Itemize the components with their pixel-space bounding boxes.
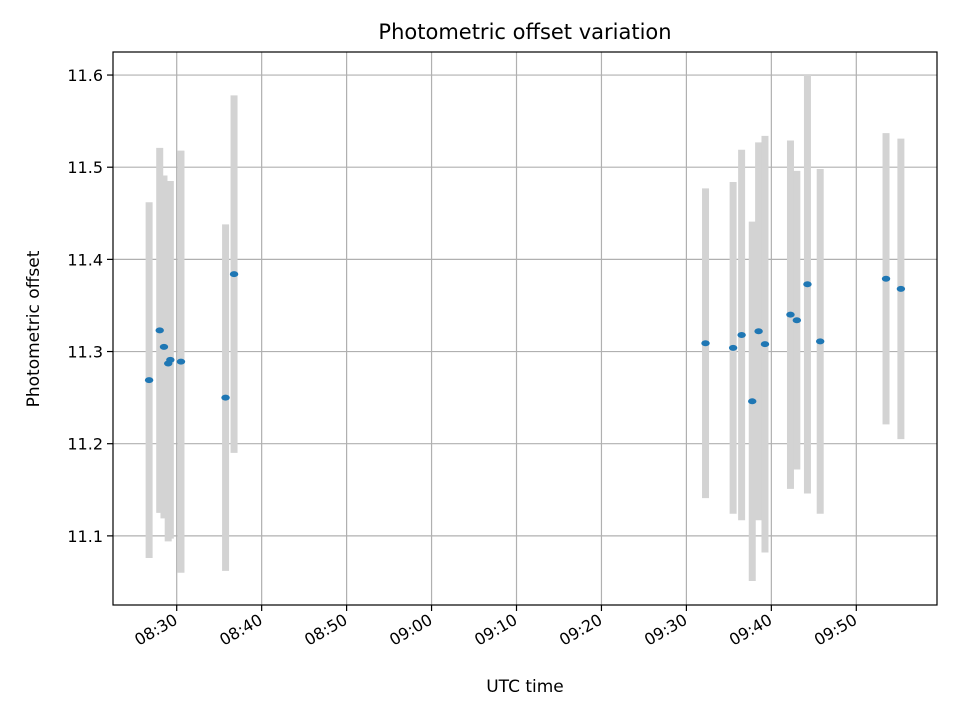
data-point [166, 356, 175, 363]
chart-title: Photometric offset variation [378, 20, 671, 44]
x-axis-label: UTC time [486, 677, 564, 697]
data-point [176, 358, 186, 365]
y-axis-ticks: 11.1 11.2 11.3 11.4 11.5 11.6 [67, 66, 113, 546]
data-point [748, 398, 757, 405]
y-tick-label: 11.1 [67, 527, 103, 546]
data-point [803, 281, 812, 288]
y-tick-label: 11.2 [67, 435, 103, 454]
data-point [786, 311, 795, 318]
data-point [792, 317, 802, 324]
data-point [881, 275, 891, 282]
y-tick-label: 11.6 [67, 66, 103, 85]
data-point [155, 327, 164, 334]
data-point [159, 343, 169, 350]
data-point [815, 338, 825, 345]
data-point [144, 377, 154, 384]
y-tick-label: 11.3 [67, 343, 103, 362]
data-point [896, 285, 906, 292]
data-point [701, 340, 710, 347]
data-point [754, 328, 763, 335]
y-axis-label: Photometric offset [24, 250, 44, 407]
y-tick-label: 11.4 [67, 250, 103, 269]
data-point [229, 271, 239, 278]
data-point [760, 341, 770, 348]
plot-frame [112, 51, 938, 606]
data-point [728, 344, 738, 351]
data-points [144, 271, 906, 405]
data-point [221, 394, 230, 401]
data-point [737, 331, 746, 338]
y-tick-label: 11.5 [67, 158, 103, 177]
